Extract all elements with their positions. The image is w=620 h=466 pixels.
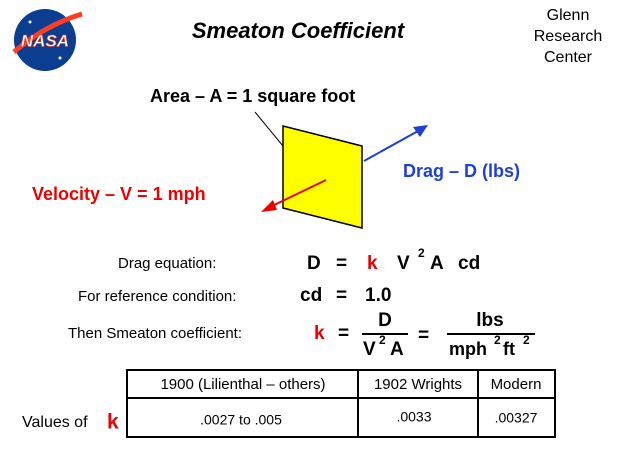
eq-symbol: V bbox=[397, 253, 410, 274]
column-header: 1900 (Lilienthal – others) bbox=[160, 376, 325, 393]
eq-symbol: mph bbox=[449, 339, 487, 359]
velocity-label: Velocity – V = 1 mph bbox=[32, 184, 206, 204]
eq-symbol: k bbox=[314, 323, 325, 344]
center-name: Center bbox=[544, 49, 593, 66]
eq-exponent: 2 bbox=[523, 333, 530, 347]
logo-star bbox=[28, 20, 32, 24]
center-name: Glenn bbox=[547, 7, 590, 24]
eq-symbol: k bbox=[367, 253, 378, 274]
table-cell: .00327 bbox=[495, 410, 538, 426]
row-label-symbol: k bbox=[107, 411, 119, 434]
table-cell: .0033 bbox=[396, 409, 431, 425]
eq-symbol: ft bbox=[503, 339, 515, 359]
drag-label: Drag – D (lbs) bbox=[403, 161, 520, 181]
eq-exponent: 2 bbox=[494, 333, 501, 347]
column-header: Modern bbox=[491, 376, 542, 393]
eq-symbol: D bbox=[378, 310, 392, 331]
velocity-arrow bbox=[269, 179, 327, 208]
eq-symbol: A bbox=[430, 253, 444, 274]
table-border bbox=[126, 369, 556, 438]
eq-symbol: = bbox=[338, 323, 349, 344]
plate bbox=[282, 125, 363, 229]
nasa-logo: NASA bbox=[12, 9, 83, 71]
equation-label: Then Smeaton coefficient: bbox=[68, 325, 242, 342]
eq-symbol: = bbox=[418, 325, 429, 346]
eq-symbol: cd bbox=[300, 285, 322, 306]
eq-symbol: V bbox=[363, 339, 376, 360]
equation-label: For reference condition: bbox=[78, 288, 236, 305]
eq-symbol: D bbox=[307, 253, 321, 274]
area-label: Area – A = 1 square foot bbox=[150, 86, 355, 106]
eq-symbol: cd bbox=[458, 253, 480, 274]
equation-label: Drag equation: bbox=[118, 255, 216, 272]
logo-text: NASA bbox=[21, 31, 69, 50]
eq-symbol: = bbox=[336, 285, 347, 306]
values-table: 1900 (Lilienthal – others) 1902 Wrights … bbox=[126, 369, 556, 438]
logo-star bbox=[58, 56, 62, 60]
eq-symbol: 1.0 bbox=[365, 285, 391, 306]
drag-arrow bbox=[363, 130, 419, 162]
eq-exponent: 2 bbox=[379, 333, 386, 347]
center-name: Research bbox=[534, 28, 602, 45]
eq-symbol: = bbox=[336, 253, 347, 274]
logo-swoosh bbox=[12, 11, 83, 54]
eq-exponent: 2 bbox=[418, 246, 425, 260]
title: Smeaton Coefficient bbox=[192, 18, 406, 43]
eq-symbol: lbs bbox=[476, 310, 503, 331]
column-header: 1902 Wrights bbox=[374, 376, 462, 393]
row-label: Values of bbox=[22, 414, 88, 431]
eq-symbol: A bbox=[390, 339, 404, 360]
drag-arrowhead bbox=[413, 125, 428, 137]
table-cell: .0027 to .005 bbox=[200, 412, 282, 428]
velocity-arrowhead bbox=[261, 200, 277, 212]
